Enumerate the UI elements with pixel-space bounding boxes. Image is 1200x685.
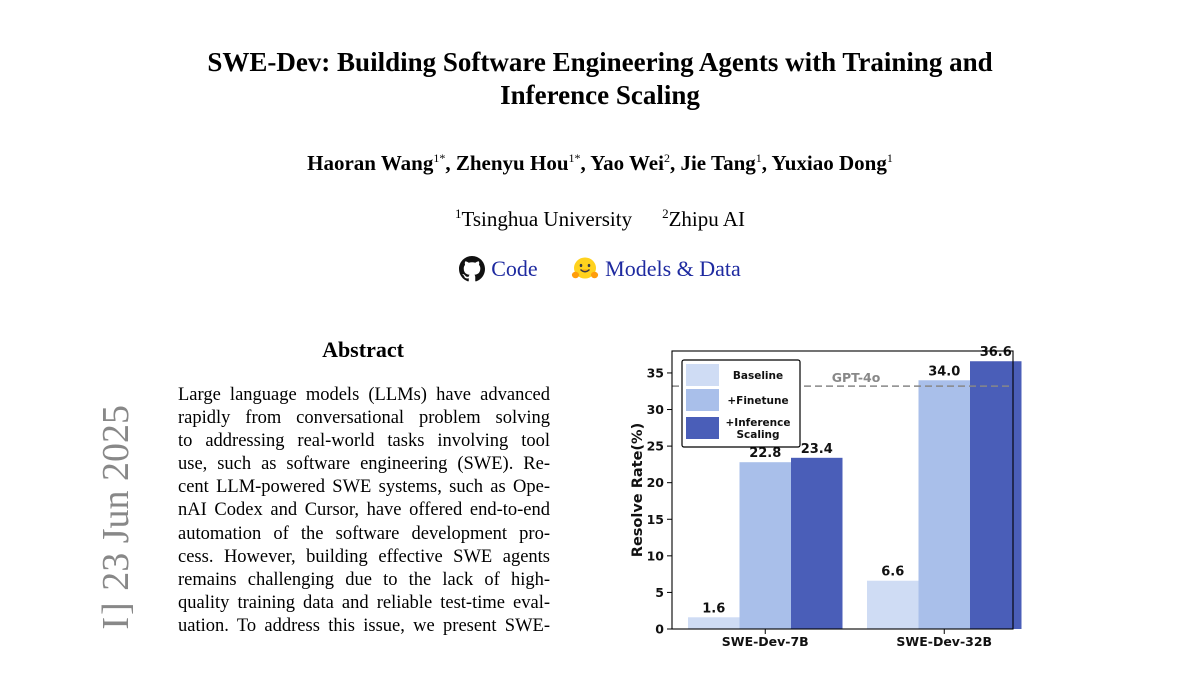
bar-value-label: 36.6 <box>980 345 1012 360</box>
hugging-face-icon <box>572 257 599 279</box>
abstract-heading: Abstract <box>322 337 404 362</box>
bar-value-label: 23.4 <box>801 442 833 457</box>
code-link-label: Code <box>491 256 538 281</box>
bar <box>688 617 740 629</box>
abstract-line: Large language models (LLMs) have advanc… <box>178 385 550 405</box>
x-tick-label: SWE-Dev-7B <box>722 634 809 648</box>
abstract-line: uation. To address this issue, we presen… <box>178 615 550 636</box>
abstract-line: to addressing real-world tasks involving… <box>178 431 550 452</box>
bar <box>918 380 970 629</box>
y-tick-label: 0 <box>655 622 664 637</box>
y-tick-label: 5 <box>655 585 664 600</box>
x-tick-label: SWE-Dev-32B <box>896 634 992 648</box>
bar-value-label: 6.6 <box>881 565 904 580</box>
author-affiliation-mark: 1 <box>886 151 893 165</box>
paper-title-line-2: Inference Scaling <box>500 80 700 110</box>
author-name: Jie Tang <box>680 151 756 175</box>
y-tick-label: 35 <box>647 365 664 380</box>
affiliation-list: 1Tsinghua University 2Zhipu AI <box>150 200 1050 233</box>
models-data-link[interactable]: Models & Data <box>571 254 741 284</box>
y-tick-label: 30 <box>647 402 665 417</box>
affiliation-name: Zhipu AI <box>668 207 746 231</box>
author-name: Haoran Wang <box>307 151 434 175</box>
arxiv-sidebar-partial: I] <box>95 600 137 630</box>
abstract-line: rapidly from conversational problem solv… <box>178 408 550 429</box>
legend-label: +Finetune <box>727 395 788 407</box>
abstract-line: cent LLM-powered SWE systems, such as Op… <box>178 477 550 498</box>
bar <box>970 361 1022 629</box>
paper-title-line-1: SWE-Dev: Building Software Engineering A… <box>207 47 993 77</box>
models-data-link-label: Models & Data <box>605 256 741 281</box>
legend-swatch <box>686 364 719 386</box>
affiliation-name: Tsinghua University <box>461 207 633 231</box>
author-affiliation-mark: 1* <box>433 151 446 165</box>
y-tick-label: 25 <box>647 439 664 454</box>
affiliation-mark: 2 <box>662 206 669 221</box>
y-axis-label: Resolve Rate(%) <box>630 423 646 557</box>
y-tick-label: 20 <box>647 475 665 490</box>
bar-value-label: 22.8 <box>749 446 781 461</box>
github-icon <box>459 256 486 282</box>
author-name: Zhenyu Hou <box>455 151 569 175</box>
abstract-line: nAI Codex and Cursor, have offered end-t… <box>178 500 550 521</box>
author-name: Yao Wei <box>590 151 664 175</box>
abstract-line: use, such as software engineering (SWE).… <box>178 454 550 475</box>
abstract-text: Large language models (LLMs) have advanc… <box>178 384 550 638</box>
resource-links: Code Models & Data <box>150 254 1050 290</box>
legend-label: Baseline <box>733 370 783 382</box>
reference-line-label: GPT-4o <box>832 370 881 385</box>
y-tick-label: 10 <box>647 548 665 563</box>
paper-title: SWE-Dev: Building Software Engineering A… <box>150 46 1050 112</box>
author-affiliation-mark: 2 <box>663 151 670 165</box>
author-affiliation-mark: 1 <box>755 151 762 165</box>
author-list: Haoran Wang1*, Zhenyu Hou1*, Yao Wei2, J… <box>307 151 893 175</box>
resolve-rate-bar-chart: 1.6 22.8 23.4 SWE-Dev-7B 6.6 34.0 36.6 SWE-Dev-… <box>630 345 1022 648</box>
legend-label: +Inference <box>726 417 791 429</box>
bar <box>867 580 919 629</box>
legend-swatch <box>686 417 719 439</box>
arxiv-sidebar: I] 23 Jun 2025 <box>95 405 137 685</box>
affiliation-mark: 1 <box>454 206 462 221</box>
bar <box>739 462 791 629</box>
abstract-line: remains challenging due to the lack of h… <box>178 569 550 590</box>
plot-frame <box>671 350 1014 630</box>
bar-value-label: 34.0 <box>928 364 960 379</box>
legend-swatch <box>686 389 719 411</box>
abstract-line: cess. However, building effective SWE ag… <box>178 546 550 567</box>
author-affiliation-mark: 1* <box>568 151 581 165</box>
y-tick-label: 15 <box>647 512 664 527</box>
bar-value-label: 1.6 <box>702 601 725 616</box>
legend-label: Scaling <box>736 429 779 441</box>
arxiv-sidebar-date: 23 Jun 2025 <box>95 405 137 591</box>
abstract-line: quality training data and reliable test-… <box>178 592 550 613</box>
code-link[interactable]: Code <box>459 254 538 284</box>
abstract-line: automation of the software development p… <box>178 523 550 544</box>
bar <box>791 457 843 629</box>
author-name: Yuxiao Dong <box>771 151 887 175</box>
